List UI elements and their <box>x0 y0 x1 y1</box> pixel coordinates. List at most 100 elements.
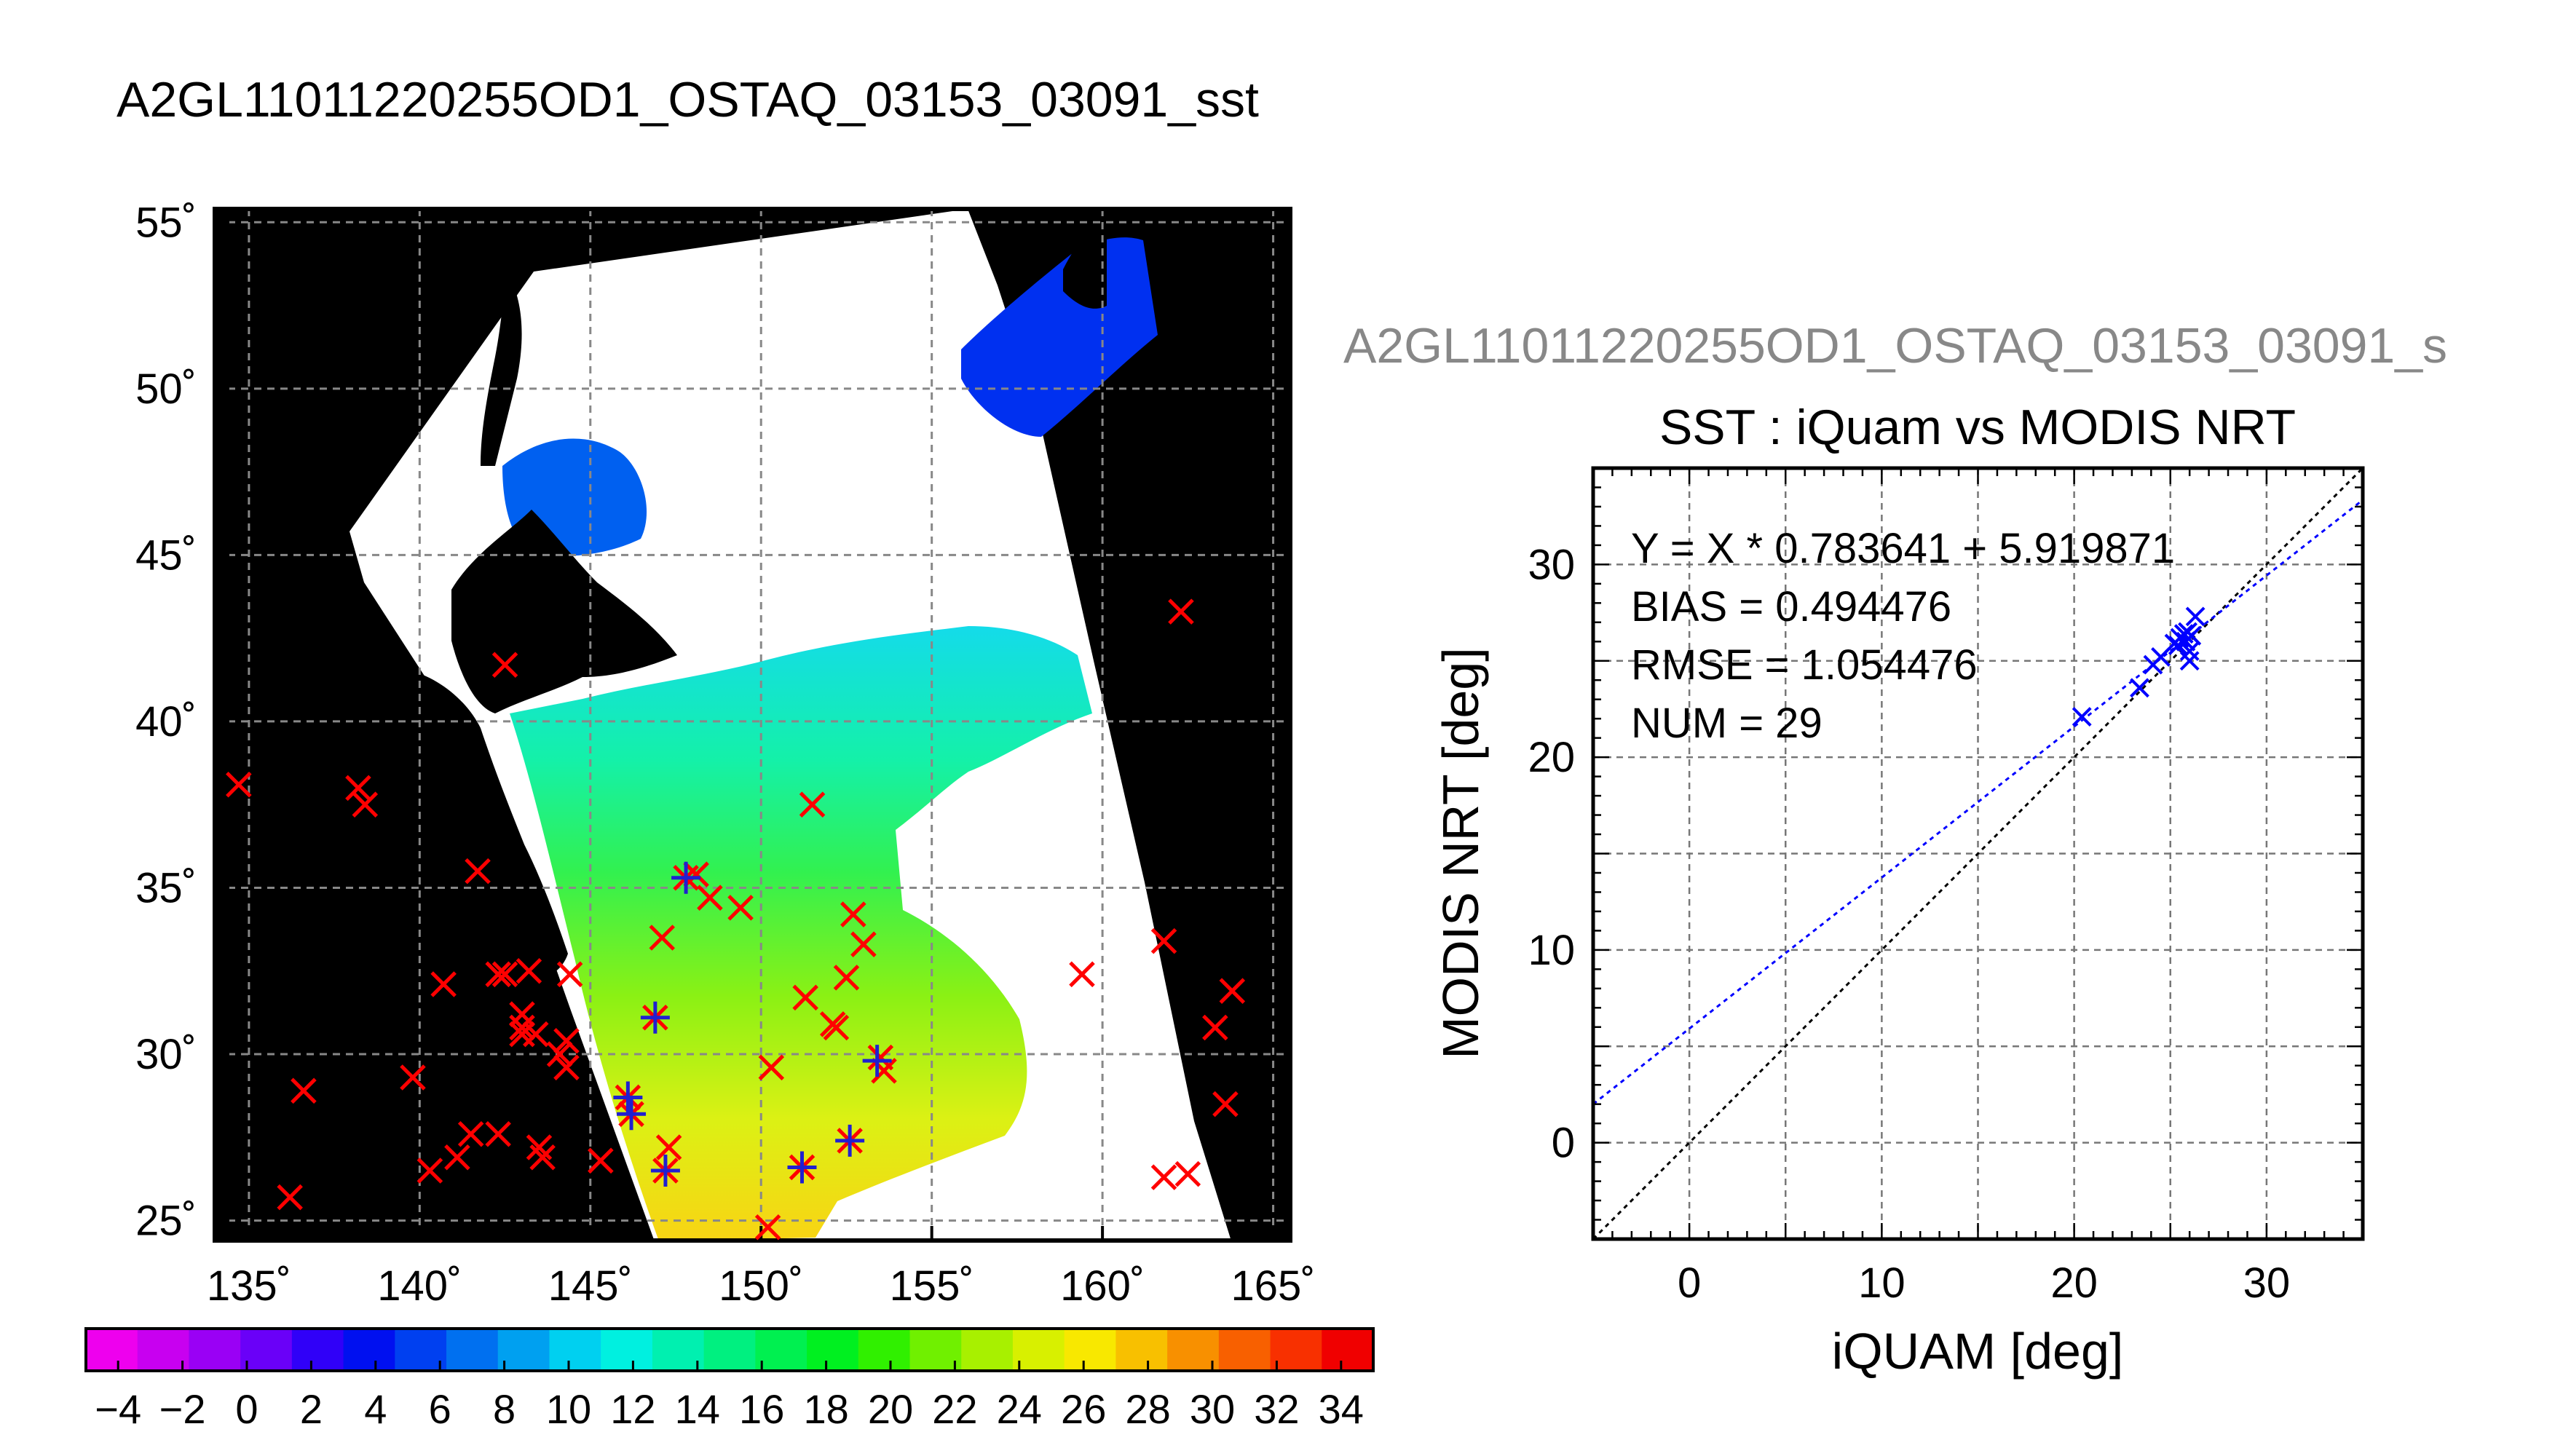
map-iquam-marker-stroke <box>491 961 518 988</box>
colorbar-swatch <box>86 1329 138 1371</box>
colorbar-swatch <box>189 1329 241 1371</box>
map-iquam-marker-stroke <box>727 895 754 921</box>
scatter-point-stroke <box>2181 625 2202 646</box>
map-iquam-marker-stroke <box>457 1120 484 1147</box>
identity-line <box>1592 467 2364 1241</box>
map-x-tick-label: 160˚ <box>1060 1262 1145 1310</box>
colorbar-tick-label: 4 <box>364 1386 387 1432</box>
map-iquam-marker <box>655 1134 682 1160</box>
sst-field <box>510 626 1092 1241</box>
map-iquam-marker <box>840 901 866 927</box>
scatter-y-tick-label: 20 <box>1528 734 1575 781</box>
map-iquam-marker <box>291 1077 317 1104</box>
map-iquam-marker-stroke <box>529 1144 556 1171</box>
map-iquam-marker-stroke <box>840 901 866 927</box>
scatter-point <box>2072 707 2092 727</box>
colorbar-swatch <box>601 1329 653 1371</box>
map-iquam-marker-stroke <box>871 1058 897 1084</box>
map-iquam-marker-stroke <box>833 965 860 991</box>
colorbar-swatch <box>807 1329 859 1371</box>
map-y-tick-label: 30˚ <box>135 1031 197 1078</box>
colorbar-swatch <box>909 1329 962 1371</box>
land-mass-sakhalin <box>481 277 522 466</box>
map-iquam-marker-stroke <box>526 1134 553 1160</box>
scatter-y-label: MODIS NRT [deg] <box>1432 647 1489 1059</box>
colorbar-tick-label: 24 <box>997 1386 1042 1432</box>
colorbar-tick-label: −2 <box>159 1386 206 1432</box>
scatter-super-title: A2GL11011220255OD1_OSTAQ_03153_03091_s <box>1343 318 2447 373</box>
map-iquam-marker <box>799 791 826 818</box>
map-matched-marker <box>835 1124 865 1157</box>
scatter-annotation: RMSE = 1.054476 <box>1631 641 1978 689</box>
scatter-y-tick-label: 0 <box>1552 1120 1575 1167</box>
colorbar-swatch <box>755 1329 807 1371</box>
map-iquam-marker <box>1212 1091 1239 1117</box>
scatter-point-stroke <box>2179 641 2200 661</box>
scatter-point-stroke <box>2072 707 2092 727</box>
colorbar-tick-label: 20 <box>868 1386 913 1432</box>
map-iquam-marker <box>444 1144 470 1171</box>
colorbar-tick-label: 32 <box>1254 1386 1299 1432</box>
scatter-title: SST : iQuam vs MODIS NRT <box>1659 400 2296 455</box>
colorbar-swatch <box>1218 1329 1271 1371</box>
colorbar-swatch <box>1167 1329 1220 1371</box>
map-iquam-marker <box>1168 598 1194 625</box>
fit-line <box>1592 499 2364 1105</box>
map-iquam-marker <box>485 1120 511 1147</box>
map-iquam-marker-stroke <box>430 971 457 997</box>
map-iquam-marker-stroke <box>556 961 583 988</box>
map-matched-marker <box>613 1081 643 1114</box>
scatter-point <box>2185 606 2205 627</box>
map-iquam-marker-stroke <box>553 1027 580 1054</box>
map-iquam-marker <box>457 1120 484 1147</box>
map-iquam-marker-stroke <box>516 957 542 984</box>
map-iquam-marker-stroke <box>697 885 723 911</box>
colorbar-swatch <box>961 1329 1014 1371</box>
map-iquam-marker <box>758 1054 785 1081</box>
map-iquam-marker-stroke <box>226 772 252 798</box>
map-iquam-marker-stroke <box>867 1044 894 1071</box>
map-iquam-marker-stroke <box>291 1077 317 1104</box>
scatter-x-tick-label: 30 <box>2243 1259 2291 1307</box>
map-iquam-marker-stroke <box>1069 961 1095 988</box>
map-x-tick-label: 150˚ <box>719 1262 803 1310</box>
map-iquam-marker <box>754 1214 781 1241</box>
colorbar-swatch <box>1012 1329 1065 1371</box>
scatter-y-ticks: 0 10 20 30 <box>1528 467 2363 1241</box>
map-iquam-marker-stroke <box>1212 1091 1239 1117</box>
map-iquam-marker-stroke <box>1150 1164 1177 1190</box>
colorbar-swatch <box>1322 1329 1374 1371</box>
map-iquam-marker-stroke <box>465 858 491 885</box>
map-title: A2GL11011220255OD1_OSTAQ_03153_03091_sst <box>117 72 1259 127</box>
scatter-point <box>2179 651 2200 671</box>
colorbar-swatch <box>703 1329 756 1371</box>
map-y-tick-label: 55˚ <box>135 199 197 246</box>
map-matched-marker <box>671 861 701 894</box>
map-points <box>226 598 1246 1241</box>
scatter-lines <box>1592 467 2364 1241</box>
colorbar-tick-label: 26 <box>1061 1386 1106 1432</box>
map-iquam-marker <box>491 961 518 988</box>
scatter-point <box>2130 678 2149 698</box>
scatter-grid <box>1593 468 2363 1239</box>
map-iquam-marker <box>588 1147 614 1174</box>
colorbar-swatch <box>291 1329 344 1371</box>
colorbar-tick-label: 14 <box>675 1386 720 1432</box>
colorbar-tick-label: 0 <box>235 1386 258 1432</box>
scatter-point <box>2168 636 2188 655</box>
colorbar-swatch <box>395 1329 447 1371</box>
map-iquam-marker-stroke <box>509 1014 535 1041</box>
colorbar-tick-label: 30 <box>1190 1386 1235 1432</box>
colorbar-swatch <box>858 1329 911 1371</box>
colorbar-swatch <box>446 1329 499 1371</box>
colorbar-tick-label: 8 <box>493 1386 516 1432</box>
map-iquam-marker-stroke <box>1219 978 1246 1004</box>
map-panel: 135˚ 140˚ 145˚ 150˚ 155˚ 160˚ 165˚ 25˚ 30˚ 35˚ 40… <box>135 199 1315 1310</box>
colorbar-frame <box>84 1327 1375 1372</box>
map-iquam-marker-stroke <box>345 775 371 802</box>
map-iquam-marker-stroke <box>1168 598 1194 625</box>
map-iquam-marker-stroke <box>1202 1014 1228 1041</box>
map-iquam-marker <box>1069 961 1095 988</box>
map-iquam-marker-stroke <box>823 1014 850 1041</box>
map-x-tick-label: 145˚ <box>548 1262 633 1310</box>
